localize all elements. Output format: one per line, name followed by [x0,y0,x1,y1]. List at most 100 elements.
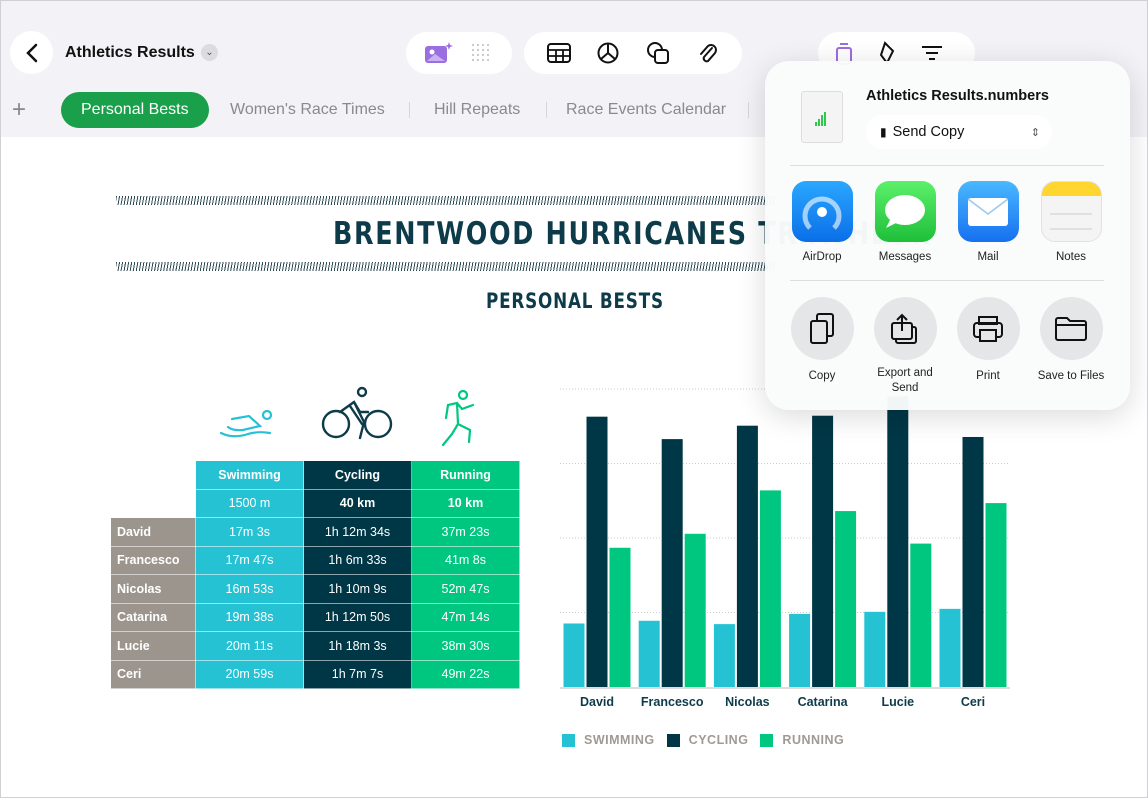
back-button[interactable] [10,31,53,74]
tab-divider [409,102,410,118]
divider [790,280,1104,281]
airdrop-icon [791,181,853,242]
share-mail[interactable]: Mail [957,181,1019,263]
insert-group [524,32,742,74]
distance-running[interactable]: 10 km [411,488,520,518]
tab-personal-bests[interactable]: Personal Bests [61,92,209,128]
attachment-icon[interactable] [691,41,723,65]
share-messages[interactable]: Messages [874,181,936,263]
personal-bests-table: Swimming Cycling Running 1500 m 40 km 10… [110,460,520,689]
bar-running-lucie [910,543,932,687]
notes-icon [1040,181,1102,242]
table-row: David 17m 3s 1h 12m 34s 37m 23s [110,517,520,547]
action-save-to-files[interactable]: Save to Files [1029,297,1113,384]
time-cell[interactable]: 49m 22s [411,659,520,689]
header-swimming[interactable]: Swimming [195,460,304,490]
image-playground-icon[interactable] [422,41,454,65]
tab-race-events-calendar[interactable]: Race Events Calendar [566,101,727,118]
bar-running-ceri [985,503,1007,687]
tab-womens-race-times[interactable]: Women's Race Times [230,101,385,118]
bar-running-catarina [835,511,857,687]
bar-cycling-catarina [812,415,834,687]
action-label: Copy [808,370,836,382]
share-airdrop[interactable]: AirDrop [791,181,853,263]
app-label: AirDrop [802,251,842,263]
bar-swimming-francesco [638,620,660,687]
category-label: David [580,695,614,709]
chart-legend: SWIMMING CYCLING RUNNING [562,733,856,747]
time-cell[interactable]: 47m 14s [411,602,520,632]
time-cell[interactable]: 41m 8s [411,545,520,575]
bar-swimming-david [563,623,585,687]
organize-icon[interactable] [916,44,948,62]
share-filename: Athletics Results.numbers [866,88,1049,104]
category-label: Ceri [961,695,985,709]
app-label: Messages [878,251,932,263]
time-cell[interactable]: 1h 7m 7s [303,659,412,689]
time-cell[interactable]: 1h 10m 9s [303,574,412,604]
category-label: Catarina [798,695,849,709]
action-label: Print [976,370,1000,382]
media-group [406,32,512,74]
legend-swatch-running [760,733,774,747]
chevron-down-icon[interactable]: ⌄ [201,44,218,61]
athlete-name[interactable]: Nicolas [110,574,196,604]
legend-swatch-swimming [562,733,575,747]
time-cell[interactable]: 37m 23s [411,517,520,547]
action-copy[interactable]: Copy [780,297,864,384]
bar-cycling-francesco [661,439,683,687]
time-cell[interactable]: 16m 53s [195,574,304,604]
send-mode-select[interactable]: ▮ Send Copy ⇕ [866,115,1052,149]
document-title[interactable]: Athletics Results [65,44,195,61]
action-label: Export and Send [877,367,933,394]
add-sheet-button[interactable]: + [12,96,27,123]
athlete-name[interactable]: Francesco [110,545,196,575]
share-notes[interactable]: Notes [1040,181,1102,263]
distance-cycling[interactable]: 40 km [303,488,412,518]
legend-cycling: CYCLING [688,733,749,747]
numbers-file-icon [801,91,843,143]
bar-running-francesco [684,533,706,687]
grid-dots-icon[interactable] [465,42,497,64]
category-label: Nicolas [725,695,770,709]
tab-hill-repeats[interactable]: Hill Repeats [434,101,521,118]
swimming-icon [219,409,273,438]
bar-swimming-ceri [939,608,961,687]
time-cell[interactable]: 19m 38s [195,602,304,632]
app-label: Mail [977,251,999,263]
title-rule [116,196,776,205]
time-cell[interactable]: 1h 18m 3s [303,631,412,661]
running-icon [441,389,475,447]
time-cell[interactable]: 17m 3s [195,517,304,547]
legend-swatch-cycling [666,733,680,747]
action-print[interactable]: Print [946,297,1030,384]
share-sheet: Athletics Results.numbers ▮ Send Copy ⇕ Ai… [765,61,1130,410]
messages-icon [874,181,936,242]
divider [790,165,1104,166]
cycling-icon [321,386,393,440]
chart-icon[interactable] [592,42,624,64]
time-cell[interactable]: 20m 59s [195,659,304,689]
time-cell[interactable]: 38m 30s [411,631,520,661]
document-icon: ▮ [880,125,887,139]
copy-icon [790,297,854,360]
athlete-name[interactable]: Catarina [110,602,196,632]
table-row: Lucie 20m 11s 1h 18m 3s 38m 30s [110,631,520,661]
chevron-updown-icon: ⇕ [1030,126,1040,139]
action-export-and-send[interactable]: Export and Send [863,297,947,396]
table-icon[interactable] [543,43,575,63]
time-cell[interactable]: 1h 6m 33s [303,545,412,575]
category-label: Lucie [881,695,914,709]
header-cycling[interactable]: Cycling [303,460,412,490]
table-row: Nicolas 16m 53s 1h 10m 9s 52m 47s [110,574,520,604]
time-cell[interactable]: 1h 12m 50s [303,602,412,632]
sheet-subtitle: PERSONAL BESTS [486,289,664,313]
shapes-icon[interactable] [642,41,674,65]
time-cell[interactable]: 1h 12m 34s [303,517,412,547]
mail-icon [957,181,1019,242]
athlete-name[interactable]: Ceri [110,659,196,689]
time-cell[interactable]: 20m 11s [195,631,304,661]
app-label: Notes [1055,251,1087,263]
bar-swimming-lucie [864,611,886,687]
